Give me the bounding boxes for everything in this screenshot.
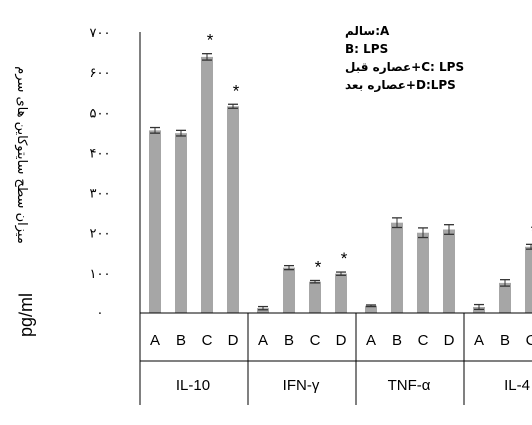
- category-label: C: [418, 332, 429, 349]
- significance-marker: *: [233, 81, 240, 100]
- category-label: C: [310, 332, 321, 349]
- group-label: IL-4: [504, 377, 530, 394]
- bar: [417, 232, 429, 313]
- bar: [525, 246, 532, 313]
- bar: [175, 133, 187, 313]
- bar: [149, 130, 161, 313]
- y-tick-label: ۶۰۰: [90, 66, 111, 81]
- y-axis-unit: pg/ml: [16, 293, 36, 337]
- bar: [201, 56, 213, 313]
- category-label: A: [474, 332, 484, 349]
- y-tick-label: ۱۰۰: [90, 267, 111, 282]
- error-bars: [150, 53, 532, 311]
- category-label: A: [258, 332, 268, 349]
- significance-marker: *: [315, 257, 322, 276]
- significance-marker: *: [531, 221, 532, 240]
- bars: [149, 56, 532, 313]
- bar: [391, 222, 403, 313]
- category-label: D: [444, 332, 455, 349]
- y-tick-label: ۴۰۰: [90, 146, 111, 161]
- bar: [365, 305, 377, 313]
- significance-markers: * * * * *: [207, 31, 532, 277]
- y-axis-label-fa: میزان سطح سایتوکاین های سرم: [14, 66, 29, 244]
- bar: [335, 273, 347, 313]
- bar: [283, 267, 295, 313]
- y-tick-label: ۷۰۰: [90, 26, 111, 41]
- y-tick-label: ۲۰۰: [90, 227, 111, 242]
- legend-entry-c: عصاره قبل+C: LPS: [345, 60, 464, 74]
- category-label: C: [526, 332, 532, 349]
- legend-entry-d: عصاره بعد+D:LPS: [345, 78, 456, 92]
- group-label: IFN-γ: [283, 377, 320, 394]
- y-tick-labels: · ۱۰۰ ۲۰۰ ۳۰۰ ۴۰۰ ۵۰۰ ۶۰۰ ۷۰۰: [90, 26, 111, 322]
- bar: [257, 308, 269, 313]
- group-label: TNF-α: [388, 377, 431, 394]
- y-tick-label: ·: [98, 307, 102, 322]
- legend-entry-a: سالم:A: [345, 24, 390, 38]
- significance-marker: *: [207, 31, 214, 50]
- bar: [443, 229, 455, 313]
- category-label: B: [392, 332, 402, 349]
- category-label: D: [228, 332, 239, 349]
- category-label: A: [366, 332, 376, 349]
- legend: سالم:A B: LPS عصاره قبل+C: LPS عصاره بعد…: [345, 24, 464, 92]
- bar: [499, 282, 511, 313]
- category-label: D: [336, 332, 347, 349]
- bar: [227, 106, 239, 313]
- legend-entry-b: B: LPS: [345, 42, 388, 56]
- category-label: A: [150, 332, 160, 349]
- group-label: IL-10: [176, 377, 210, 394]
- y-tick-label: ۵۰۰: [90, 106, 111, 121]
- category-label: B: [284, 332, 294, 349]
- category-label: B: [500, 332, 510, 349]
- category-label: C: [202, 332, 213, 349]
- significance-marker: *: [341, 249, 348, 268]
- category-label: B: [176, 332, 186, 349]
- bar: [309, 281, 321, 313]
- y-tick-label: ۳۰۰: [90, 187, 111, 202]
